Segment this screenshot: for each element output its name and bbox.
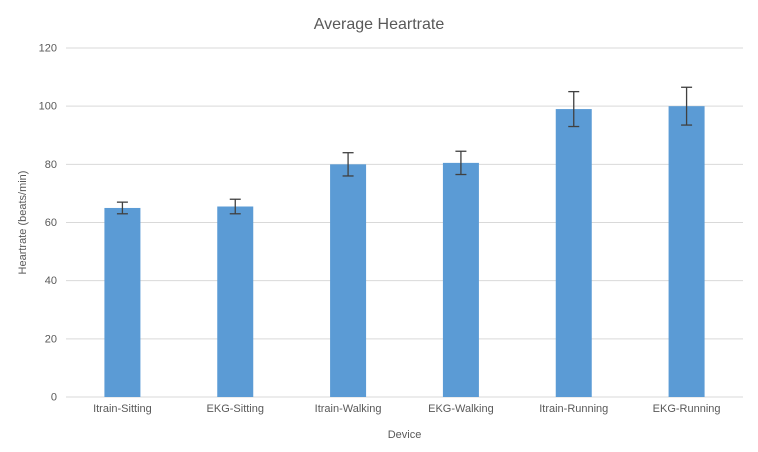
bar-ekg-walking[interactable] xyxy=(442,162,479,397)
x-tick-label: EKG-Sitting xyxy=(207,403,264,415)
x-tick-label: EKG-Running xyxy=(653,403,721,415)
x-tick-label: Itrain-Running xyxy=(539,403,608,415)
y-tick-label: 60 xyxy=(45,217,57,229)
y-tick-label: 80 xyxy=(45,159,57,171)
x-tick-label: EKG-Walking xyxy=(428,403,494,415)
y-axis-label: Heartrate (beats/min) xyxy=(17,171,29,275)
plot-area: 0 20 40 60 80 100 120 Itrain-Sitting EKG-Sitting… xyxy=(39,43,743,415)
x-tick-label: Itrain-Walking xyxy=(315,403,382,415)
bar-itrain-walking[interactable] xyxy=(330,164,367,397)
bar-ekg-sitting[interactable] xyxy=(217,206,254,397)
y-tick-label: 40 xyxy=(45,275,57,287)
chart-title: Average Heartrate xyxy=(314,16,445,33)
bar-ekg-running[interactable] xyxy=(668,106,705,398)
bar-itrain-sitting[interactable] xyxy=(104,207,141,397)
y-tick-label: 100 xyxy=(39,101,57,113)
x-tick-label: Itrain-Sitting xyxy=(93,403,152,415)
y-tick-label: 0 xyxy=(51,392,57,404)
bar-itrain-running[interactable] xyxy=(555,109,592,397)
x-axis-label: Device xyxy=(388,429,422,441)
y-tick-label: 120 xyxy=(39,43,57,55)
y-tick-label: 20 xyxy=(45,333,57,345)
